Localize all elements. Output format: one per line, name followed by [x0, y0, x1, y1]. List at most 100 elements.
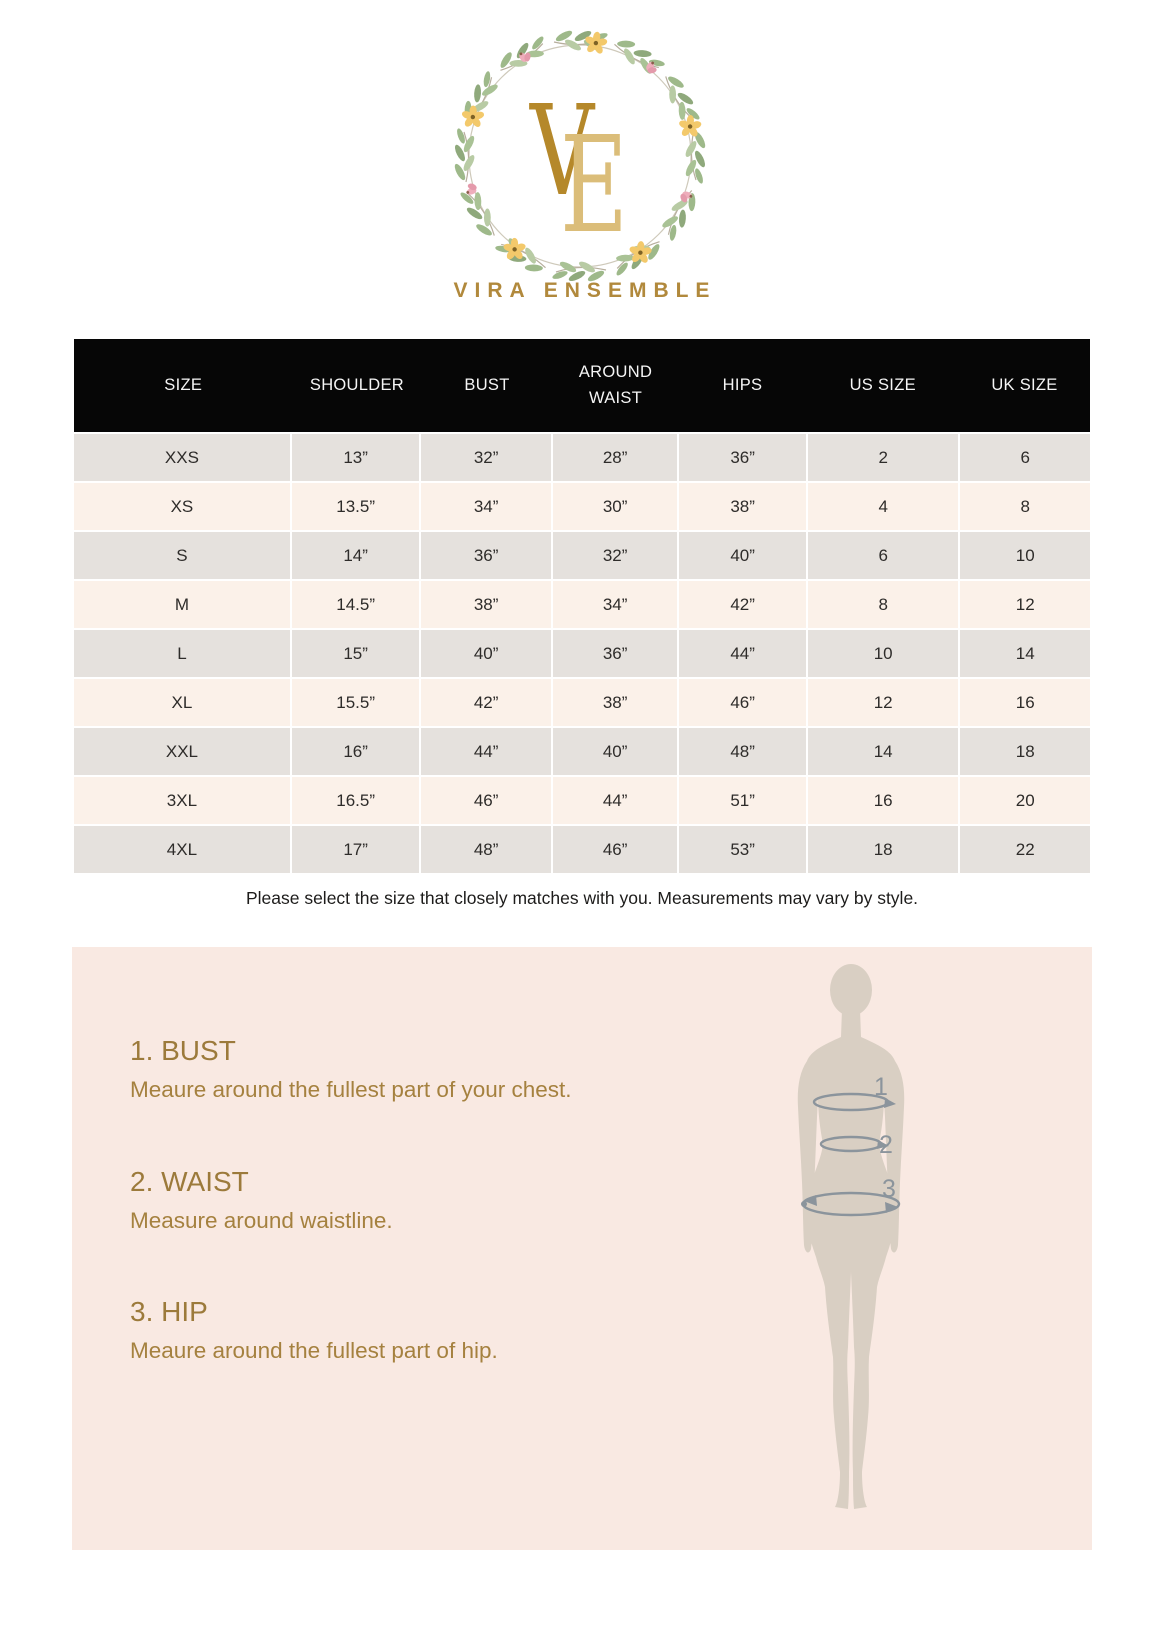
guide-desc-bust: Meaure around the fullest part of your c… — [130, 1077, 572, 1102]
header-us-size: US SIZE — [849, 375, 916, 394]
cell-uk-size: 14 — [960, 630, 1090, 677]
cell-hips: 40” — [679, 532, 806, 579]
header-shoulder: SHOULDER — [309, 375, 404, 394]
cell-uk-size: 12 — [960, 581, 1090, 628]
header-size: SIZE — [164, 375, 203, 394]
guide-desc-waist: Measure around waistline. — [130, 1208, 393, 1233]
guide-item-waist: 2. WAIST Measure around waistline. — [130, 1166, 690, 1234]
guide-title-hip: 3. HIP — [130, 1296, 208, 1327]
cell-bust: 42” — [421, 679, 551, 726]
table-row: 4XL 17” 48” 46” 53” 18 22 — [74, 826, 1090, 873]
cell-hips: 38” — [679, 483, 806, 530]
cell-size: S — [74, 532, 290, 579]
cell-us-size: 10 — [807, 630, 959, 677]
header-uk-size: UK SIZE — [991, 375, 1058, 394]
cell-us-size: 18 — [807, 826, 959, 873]
table-row: XL 15.5” 42” 38” 46” 12 16 — [74, 679, 1090, 726]
cell-hips: 46” — [679, 679, 806, 726]
cell-waist: 38” — [552, 679, 678, 726]
cell-us-size: 16 — [807, 777, 959, 824]
cell-waist: 28” — [552, 434, 678, 481]
measuring-guide-panel: 1. BUST Meaure around the fullest part o… — [72, 947, 1092, 1550]
cell-us-size: 4 — [807, 483, 959, 530]
cell-waist: 32” — [552, 532, 678, 579]
cell-waist: 30” — [552, 483, 678, 530]
cell-bust: 48” — [421, 826, 551, 873]
cell-us-size: 2 — [807, 434, 959, 481]
cell-hips: 42” — [679, 581, 806, 628]
size-note: Please select the size that closely matc… — [245, 888, 919, 908]
table-row: M 14.5” 38” 34” 42” 8 12 — [74, 581, 1090, 628]
cell-us-size: 14 — [807, 728, 959, 775]
size-table-header: SIZE SHOULDER BUST AROUND WAIST HIPS US … — [74, 339, 1090, 432]
cell-waist: 36” — [552, 630, 678, 677]
cell-hips: 51” — [679, 777, 806, 824]
monogram-letter-e: E — [560, 109, 628, 263]
cell-size: XXS — [74, 434, 290, 481]
header-bust: BUST — [464, 375, 510, 394]
cell-bust: 38” — [421, 581, 551, 628]
cell-shoulder: 15” — [291, 630, 420, 677]
cell-shoulder: 14” — [291, 532, 420, 579]
header-around-waist: AROUND WAIST — [578, 362, 653, 407]
cell-uk-size: 16 — [960, 679, 1090, 726]
figure-label-waist: 2 — [879, 1131, 893, 1159]
cell-us-size: 6 — [807, 532, 959, 579]
cell-us-size: 12 — [807, 679, 959, 726]
cell-bust: 36” — [421, 532, 551, 579]
cell-hips: 36” — [679, 434, 806, 481]
cell-bust: 44” — [421, 728, 551, 775]
cell-bust: 34” — [421, 483, 551, 530]
cell-shoulder: 15.5” — [291, 679, 420, 726]
cell-size: XL — [74, 679, 290, 726]
table-row: 3XL 16.5” 46” 44” 51” 16 20 — [74, 777, 1090, 824]
cell-hips: 53” — [679, 826, 806, 873]
guide-title-waist: 2. WAIST — [130, 1166, 249, 1197]
cell-size: L — [74, 630, 290, 677]
monogram-letter-v: V — [529, 79, 596, 224]
header-hips: HIPS — [722, 375, 763, 394]
table-row: S 14” 36” 32” 40” 6 10 — [74, 532, 1090, 579]
cell-size: XS — [74, 483, 290, 530]
size-table: SIZE SHOULDER BUST AROUND WAIST HIPS US … — [74, 339, 1090, 873]
cell-bust: 32” — [421, 434, 551, 481]
cell-size: 3XL — [74, 777, 290, 824]
cell-waist: 46” — [552, 826, 678, 873]
table-row: L 15” 40” 36” 44” 10 14 — [74, 630, 1090, 677]
cell-waist: 34” — [552, 581, 678, 628]
cell-shoulder: 13” — [291, 434, 420, 481]
cell-bust: 46” — [421, 777, 551, 824]
cell-size: M — [74, 581, 290, 628]
guide-title-bust: 1. BUST — [130, 1035, 236, 1066]
cell-uk-size: 18 — [960, 728, 1090, 775]
body-silhouette-icon: 1 2 3 — [797, 964, 905, 1509]
guide-item-bust: 1. BUST Meaure around the fullest part o… — [130, 1035, 690, 1103]
cell-size: 4XL — [74, 826, 290, 873]
brand-logo: V E — [450, 26, 710, 286]
guide-item-hip: 3. HIP Meaure around the fullest part of… — [130, 1296, 690, 1364]
cell-waist: 40” — [552, 728, 678, 775]
cell-uk-size: 6 — [960, 434, 1090, 481]
cell-size: XXL — [74, 728, 290, 775]
table-row: XXL 16” 44” 40” 48” 14 18 — [74, 728, 1090, 775]
guide-desc-hip: Meaure around the fullest part of hip. — [130, 1338, 498, 1363]
cell-shoulder: 16” — [291, 728, 420, 775]
figure-label-hip: 3 — [882, 1175, 896, 1203]
cell-shoulder: 13.5” — [291, 483, 420, 530]
cell-uk-size: 8 — [960, 483, 1090, 530]
cell-shoulder: 17” — [291, 826, 420, 873]
table-row: XXS 13” 32” 28” 36” 2 6 — [74, 434, 1090, 481]
cell-bust: 40” — [421, 630, 551, 677]
cell-uk-size: 22 — [960, 826, 1090, 873]
cell-hips: 44” — [679, 630, 806, 677]
cell-uk-size: 10 — [960, 532, 1090, 579]
cell-us-size: 8 — [807, 581, 959, 628]
floral-wreath-monogram-icon: V E — [452, 28, 708, 284]
table-row: XS 13.5” 34” 30” 38” 4 8 — [74, 483, 1090, 530]
cell-shoulder: 14.5” — [291, 581, 420, 628]
cell-uk-size: 20 — [960, 777, 1090, 824]
cell-hips: 48” — [679, 728, 806, 775]
cell-waist: 44” — [552, 777, 678, 824]
figure-label-bust: 1 — [874, 1073, 888, 1101]
